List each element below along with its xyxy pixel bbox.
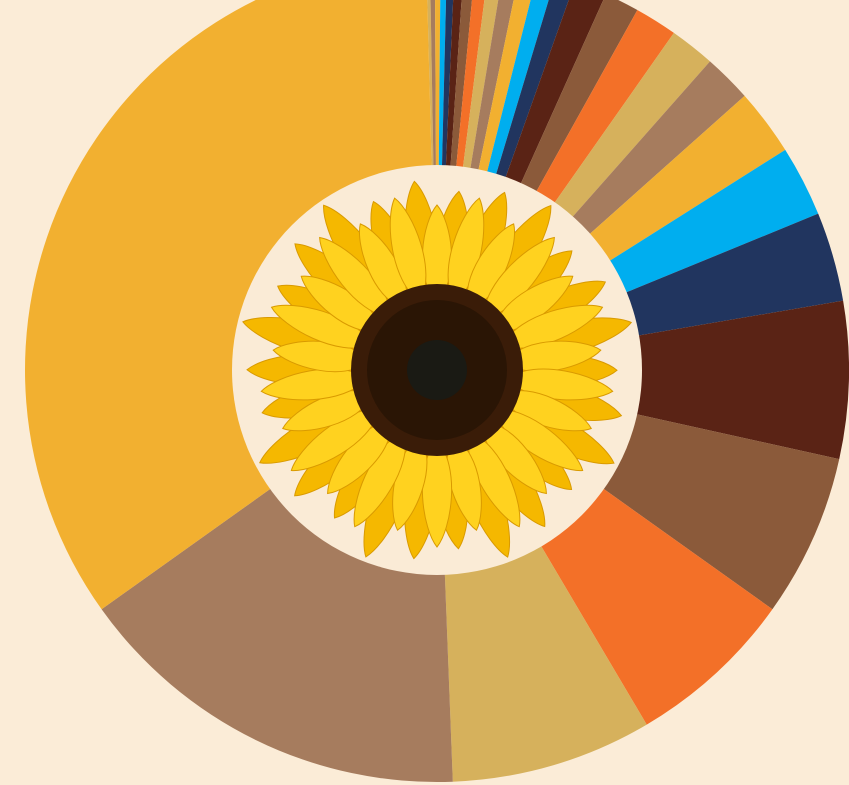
slice — [569, 61, 745, 237]
slice — [534, 10, 674, 207]
slice — [469, 0, 514, 175]
slice — [462, 0, 499, 173]
slice — [538, 486, 773, 725]
slice — [599, 413, 840, 610]
slice — [622, 213, 844, 337]
slice — [586, 95, 786, 264]
sunflower — [242, 180, 633, 560]
donut — [25, 0, 849, 782]
slice — [25, 0, 432, 610]
slice — [518, 0, 638, 196]
slice — [450, 0, 472, 171]
slice — [438, 0, 447, 171]
slice — [441, 0, 454, 171]
slice — [632, 300, 849, 460]
flower-center — [407, 340, 467, 400]
slice — [477, 0, 531, 177]
petal-shape — [389, 197, 427, 303]
petal — [389, 197, 427, 303]
slice — [455, 0, 485, 172]
slice — [494, 0, 569, 182]
slice — [445, 0, 462, 171]
slice — [444, 542, 647, 782]
slice — [486, 0, 549, 179]
slice — [606, 149, 819, 295]
slice — [435, 0, 441, 171]
slice — [504, 0, 604, 188]
slice — [552, 32, 710, 221]
slice — [430, 0, 436, 171]
slice — [427, 0, 434, 171]
